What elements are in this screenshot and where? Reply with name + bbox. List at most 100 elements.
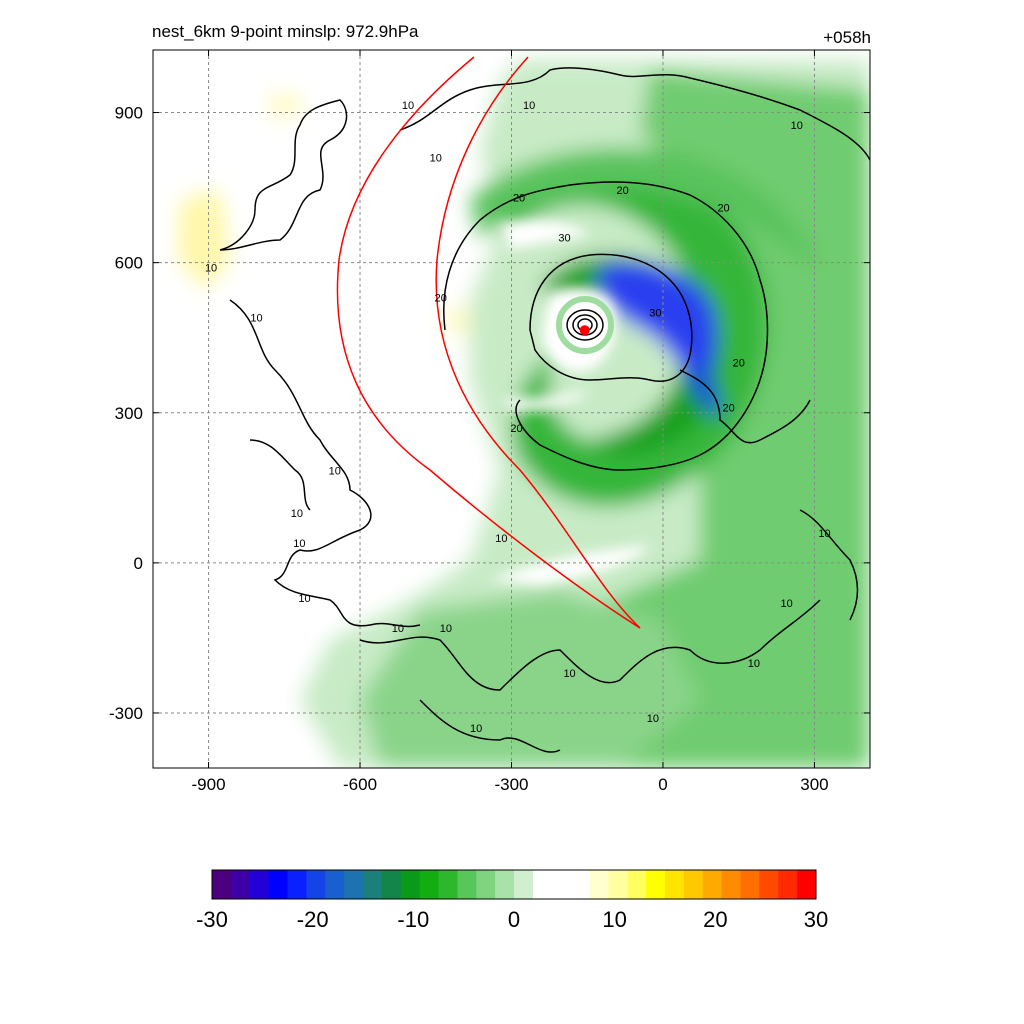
chart-title: nest_6km 9-point minslp: 972.9hPa [152, 22, 419, 41]
colorbar-swatch [514, 870, 534, 899]
colorbar-swatch [797, 870, 817, 899]
colorbar-swatch [646, 870, 666, 899]
contour-west-lower-10 [249, 439, 311, 511]
contour-south-lower-10 [419, 699, 561, 753]
colorbar-swatch [551, 870, 572, 899]
x-tick-label: 300 [800, 775, 828, 794]
colorbar-tick-label: 30 [804, 907, 828, 932]
colorbar-frame [211, 869, 817, 900]
contour-west-long-10 [229, 299, 421, 628]
colorbar-swatch [306, 870, 326, 899]
colorbar-swatch [721, 870, 741, 899]
contour-label: 10 [291, 508, 303, 520]
y-tick-label: 0 [134, 554, 143, 573]
colorbar-swatch [419, 870, 439, 899]
contour-label: 10 [293, 538, 305, 550]
colorbar-swatch [683, 870, 704, 899]
contour-labels: 10 10 10 10 10 10 10 10 10 10 10 10 10 10 10 10 10 10 10 20… [205, 100, 831, 735]
colorbar-swatch [532, 870, 553, 899]
colorbar-swatch [344, 870, 364, 899]
contour-label: 10 [748, 658, 760, 670]
contour-north-10 [399, 67, 870, 161]
storm-center-marker [579, 325, 590, 336]
contour-east-20 [679, 369, 811, 444]
contour-label: 20 [435, 293, 447, 305]
colorbar-swatch [287, 870, 307, 899]
contour-label: 10 [250, 313, 262, 325]
contour-label: 10 [495, 533, 507, 545]
colorbar-swatch [476, 870, 496, 899]
colorbar-swatch [759, 870, 779, 899]
colorbar-swatch [589, 870, 609, 899]
contour-label: 20 [510, 423, 522, 435]
colorbar-swatch [400, 870, 421, 899]
white-rainband-gap [500, 220, 590, 250]
contour-label: 10 [440, 623, 452, 635]
yellow-patch-north [270, 95, 300, 118]
contour-label: 10 [329, 465, 341, 477]
colorbar-swatch [249, 870, 270, 899]
colorbar-swatch [457, 870, 477, 899]
colorbar-swatch [608, 870, 628, 899]
colorbar-tick-label: 20 [703, 907, 727, 932]
colorbar-tick-label: 0 [508, 907, 520, 932]
colorbar-swatch [325, 870, 345, 899]
red-arc-inner [435, 56, 641, 629]
x-tick-label: 0 [658, 775, 667, 794]
colorbar-swatch [495, 870, 515, 899]
colorbar-swatch [665, 870, 685, 899]
contour-south-10 [359, 599, 821, 691]
contour-label: 30 [649, 308, 661, 320]
colorbar-swatch [740, 870, 760, 899]
contour-label: 20 [717, 203, 729, 215]
colorbar-swatch [268, 870, 288, 899]
contour-label: 10 [818, 528, 830, 540]
contour-east-10 [799, 509, 859, 621]
eye-wall-ring [556, 296, 614, 354]
red-arc-outer [336, 56, 641, 629]
contour-label: 10 [392, 623, 404, 635]
x-tick-label: -900 [192, 775, 226, 794]
contour-west-10 [219, 99, 348, 251]
y-tick-label: -300 [109, 704, 143, 723]
contour-label: 10 [791, 120, 803, 132]
colorbar-swatch [381, 870, 402, 899]
white-south-gap [490, 545, 650, 585]
contour-label: 10 [298, 593, 310, 605]
contour-label: 20 [513, 193, 525, 205]
contour-label: 20 [733, 358, 745, 370]
contour-inner-20 [443, 181, 769, 471]
colorbar-swatch [230, 870, 251, 899]
contour-label: 10 [205, 263, 217, 275]
colorbar: -30 -20 -10 0 10 20 30 [196, 869, 828, 932]
white-spiral-gap [505, 390, 590, 412]
colorbar-swatch [778, 870, 798, 899]
contour-label: 10 [647, 713, 659, 725]
contour-label: 10 [430, 153, 442, 165]
yellow-patch-west [178, 190, 230, 290]
colorbar-tick-label: -10 [397, 907, 429, 932]
yellow-patch-center [445, 308, 470, 335]
contour-label: 10 [523, 100, 535, 112]
colorbar-swatch [702, 870, 723, 899]
contour-label: 20 [722, 403, 734, 415]
red-range-arcs [336, 56, 641, 629]
colorbar-swatch [438, 870, 458, 899]
contour-lines [219, 67, 870, 753]
blue-core-extension [688, 360, 721, 420]
green-spiral-band [500, 168, 768, 507]
contour-label: 30 [558, 233, 570, 245]
forecast-hour-label: +058h [823, 28, 871, 47]
eye-contour-1 [566, 309, 604, 341]
colorbar-swatch [570, 870, 590, 899]
y-tick-label: 300 [115, 404, 143, 423]
colorbar-tick-label: 10 [602, 907, 626, 932]
colorbar-swatch [627, 870, 647, 899]
heatmap-field [178, 60, 870, 768]
y-tick-label: 900 [115, 104, 143, 123]
colorbar-tick-label: -20 [297, 907, 329, 932]
contour-label: 20 [616, 185, 628, 197]
colorbar-tick-label: -30 [196, 907, 228, 932]
green-north-arc [470, 148, 820, 270]
